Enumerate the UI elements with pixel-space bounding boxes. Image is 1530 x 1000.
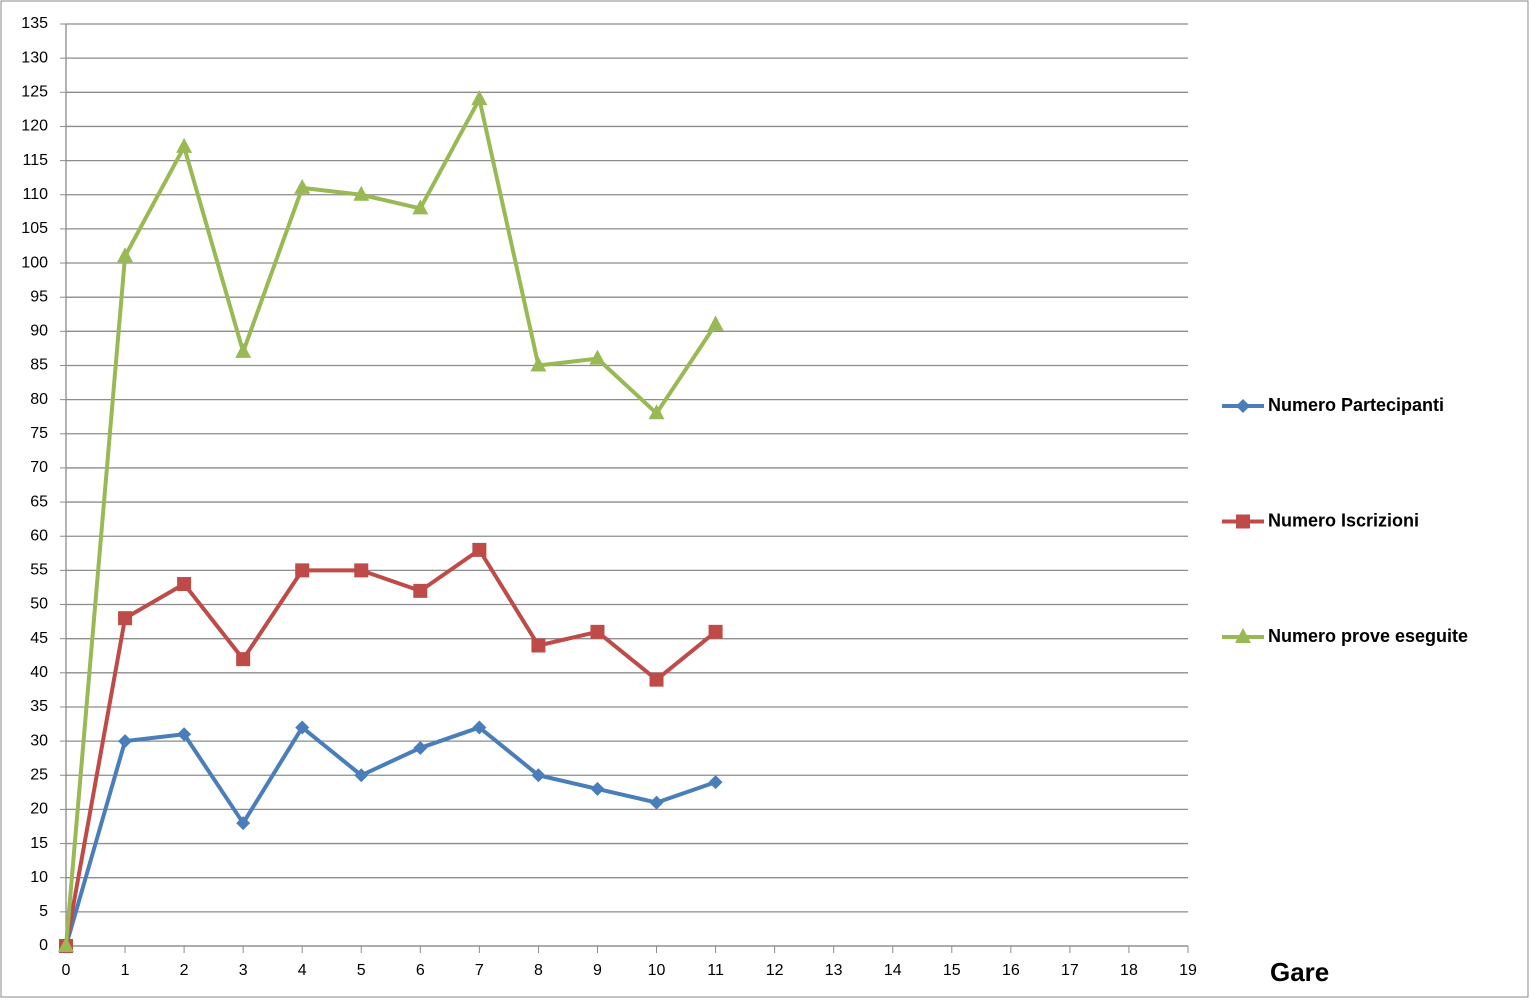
marker	[176, 137, 193, 153]
y-tick-label: 85	[30, 357, 48, 374]
series-line	[64, 725, 717, 947]
y-tick-label: 120	[21, 118, 48, 135]
marker	[649, 795, 664, 810]
y-tick-label: 35	[30, 698, 48, 715]
x-tick-label: 9	[593, 962, 602, 979]
y-tick-label: 55	[30, 562, 48, 579]
marker	[531, 638, 546, 653]
x-tick-label: 7	[475, 962, 484, 979]
marker	[648, 404, 665, 420]
y-tick-label: 40	[30, 664, 48, 681]
marker	[118, 734, 133, 749]
marker	[472, 720, 487, 735]
legend-label: Numero prove eseguite	[1268, 626, 1468, 646]
x-tick-label: 8	[534, 962, 543, 979]
y-tick-label: 65	[30, 493, 48, 510]
x-tick-label: 12	[766, 962, 784, 979]
x-tick-label: 11	[707, 962, 724, 979]
x-tick-label: 18	[1120, 962, 1138, 979]
marker	[472, 542, 487, 557]
marker	[649, 672, 664, 687]
y-tick-label: 75	[30, 425, 48, 442]
x-tick-label: 17	[1061, 962, 1079, 979]
marker	[177, 727, 192, 742]
x-tick-label: 0	[62, 962, 71, 979]
y-tick-label: 100	[21, 254, 48, 271]
marker	[530, 356, 547, 372]
marker	[589, 349, 606, 365]
marker	[354, 563, 369, 578]
legend-label: Numero Iscrizioni	[1268, 510, 1419, 530]
y-tick-label: 0	[39, 937, 48, 954]
marker	[353, 185, 370, 201]
marker	[1235, 628, 1251, 643]
marker	[236, 816, 251, 831]
marker	[354, 768, 369, 783]
x-tick-label: 16	[1002, 962, 1020, 979]
y-tick-label: 115	[22, 152, 48, 169]
marker	[295, 720, 310, 735]
marker	[236, 652, 251, 667]
x-tick-label: 13	[825, 962, 843, 979]
y-tick-label: 70	[30, 459, 48, 476]
marker	[177, 577, 192, 592]
marker	[235, 342, 252, 358]
y-tick-label: 135	[21, 15, 48, 32]
series-line	[64, 547, 717, 947]
y-tick-label: 20	[30, 801, 48, 818]
marker	[708, 775, 723, 790]
series-line	[64, 97, 718, 947]
marker	[471, 90, 488, 106]
x-axis-label: Gare	[1270, 957, 1329, 987]
y-tick-label: 110	[22, 186, 48, 203]
x-tick-label: 5	[357, 962, 366, 979]
y-tick-label: 105	[21, 220, 48, 237]
y-tick-label: 80	[30, 391, 48, 408]
x-tick-label: 14	[884, 962, 902, 979]
marker	[117, 247, 134, 263]
y-tick-label: 125	[21, 84, 48, 101]
marker	[413, 740, 428, 755]
marker	[118, 611, 133, 626]
marker	[707, 315, 724, 331]
marker	[1236, 399, 1250, 413]
y-tick-label: 90	[30, 323, 48, 340]
x-tick-label: 2	[180, 962, 189, 979]
marker	[590, 624, 605, 639]
marker	[531, 768, 546, 783]
y-tick-label: 5	[39, 903, 48, 920]
x-tick-label: 6	[416, 962, 425, 979]
y-tick-label: 45	[30, 630, 48, 647]
marker	[294, 178, 311, 194]
y-tick-label: 60	[30, 527, 48, 544]
marker	[708, 624, 723, 639]
x-tick-label: 19	[1179, 962, 1197, 979]
y-tick-label: 25	[30, 766, 48, 783]
marker	[413, 583, 428, 598]
y-tick-label: 95	[30, 288, 48, 305]
marker	[1236, 514, 1250, 529]
y-tick-label: 50	[30, 596, 48, 613]
x-tick-label: 10	[648, 962, 666, 979]
x-tick-label: 15	[943, 962, 961, 979]
y-tick-label: 10	[30, 869, 48, 886]
y-tick-label: 30	[30, 732, 48, 749]
legend-label: Numero Partecipanti	[1268, 395, 1444, 415]
marker	[295, 563, 310, 578]
y-tick-label: 130	[21, 49, 48, 66]
y-tick-label: 15	[30, 835, 48, 852]
x-tick-label: 4	[298, 962, 307, 979]
x-tick-label: 3	[239, 962, 248, 979]
marker	[412, 199, 429, 215]
x-tick-label: 1	[121, 962, 130, 979]
marker	[590, 781, 605, 796]
marker	[58, 937, 74, 952]
